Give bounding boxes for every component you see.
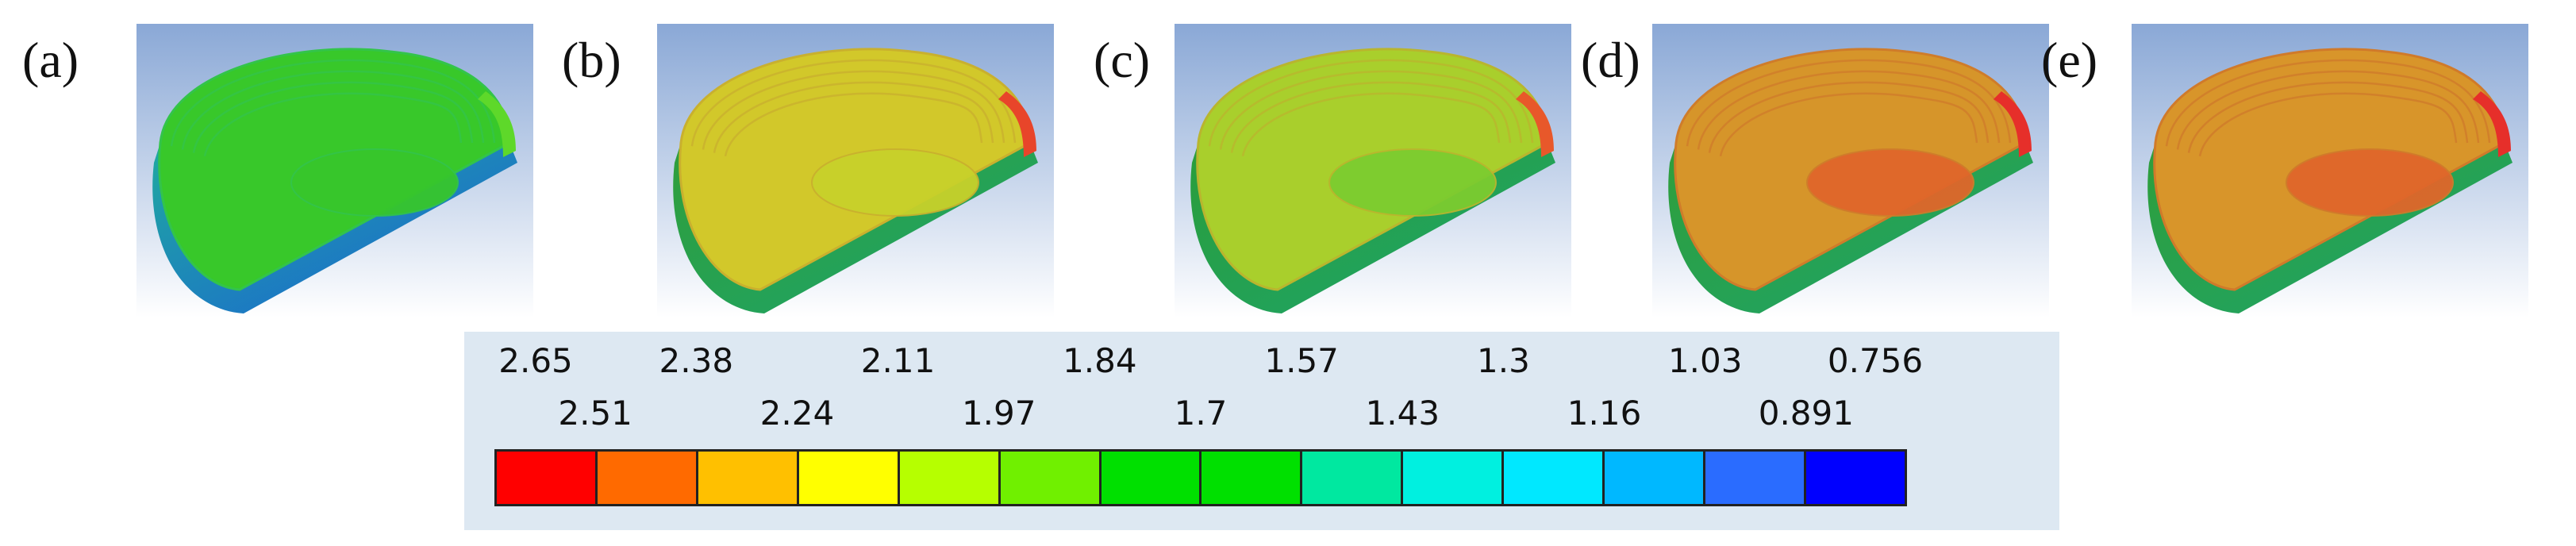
part-side-wall [673, 143, 1038, 313]
surface-groove [1241, 92, 1501, 157]
surface-groove [2176, 70, 2480, 150]
contour-plot [2132, 24, 2528, 317]
panel-label: (a) [22, 32, 79, 88]
center-recess [1806, 148, 1974, 217]
contour-plot [1652, 24, 2049, 317]
surface-groove [2198, 92, 2458, 157]
surface-groove [702, 70, 1005, 150]
part-side-wall [1668, 143, 2033, 313]
panel-label: (b) [562, 32, 621, 88]
surface-groove [1708, 81, 1990, 153]
legend-tick: 1.16 [1567, 394, 1642, 433]
legend-swatch [899, 452, 1001, 504]
edge-hotspot [1516, 91, 1554, 157]
surface-groove [1697, 70, 2001, 150]
legend-swatch [1000, 452, 1102, 504]
part-side-wall [152, 143, 517, 313]
edge-hotspot [478, 91, 516, 157]
legend-swatch [1504, 452, 1605, 504]
surface-groove [1208, 59, 1534, 147]
legend-swatch [1302, 452, 1404, 504]
legend-tick: 2.51 [558, 394, 632, 433]
center-recess [1328, 148, 1497, 217]
legend-tick: 0.891 [1758, 394, 1854, 433]
legend-tick: 1.43 [1365, 394, 1440, 433]
edge-hotspot [1994, 91, 2032, 157]
surface-groove [192, 81, 474, 153]
legend-swatch [1101, 452, 1202, 504]
surface-groove [713, 81, 994, 153]
center-recess [290, 148, 459, 217]
surface-groove [203, 92, 463, 157]
panel-label: (d) [1581, 32, 1640, 88]
surface-groove [181, 70, 485, 150]
contour-panel [1652, 24, 2049, 317]
contour-plot [1175, 24, 1571, 317]
surface-groove [1686, 59, 2012, 147]
legend-tick: 1.3 [1477, 341, 1530, 380]
contour-panel [2132, 24, 2528, 317]
legend-tick: 2.11 [860, 341, 936, 380]
surface-groove [1719, 92, 1978, 157]
legend-swatch [1201, 452, 1303, 504]
panel-label: (c) [1094, 32, 1151, 88]
legend-tick: 1.57 [1264, 341, 1339, 380]
legend-tick: 1.7 [1174, 394, 1228, 433]
contour-panel [1175, 24, 1571, 317]
surface-groove [2187, 81, 2469, 153]
contour-plot [657, 24, 1054, 317]
surface-groove [170, 59, 496, 147]
legend-tick: 1.84 [1063, 341, 1137, 380]
center-recess [2286, 148, 2454, 217]
edge-hotspot [998, 91, 1036, 157]
legend-tick: 2.38 [659, 341, 734, 380]
center-recess [811, 148, 979, 217]
legend-tick: 1.03 [1667, 341, 1743, 380]
legend-swatch [597, 452, 698, 504]
legend-swatch [698, 452, 799, 504]
legend-tick: 1.97 [961, 394, 1036, 433]
panel-label: (e) [2041, 32, 2098, 88]
contour-plot [136, 24, 533, 317]
legend-swatch [798, 452, 900, 504]
colorbar [494, 449, 1907, 506]
legend-tick: 0.756 [1827, 341, 1924, 380]
part-side-wall [2147, 143, 2513, 313]
surface-groove [2165, 59, 2491, 147]
surface-groove [1230, 81, 1512, 153]
contour-panel [657, 24, 1054, 317]
surface-groove [724, 92, 983, 157]
color-legend: 2.65 2.38 2.11 1.84 1.57 1.3 1.03 0.756 2.51 2.2… [464, 332, 2059, 530]
legend-swatch [1605, 452, 1706, 504]
legend-swatch [497, 452, 598, 504]
surface-groove [1219, 70, 1523, 150]
legend-swatch [1705, 452, 1806, 504]
part-side-wall [1190, 143, 1555, 313]
legend-tick: 2.24 [759, 394, 835, 433]
legend-swatch [1805, 452, 1905, 504]
edge-hotspot [2473, 91, 2511, 157]
surface-groove [690, 59, 1017, 147]
legend-swatch [1403, 452, 1505, 504]
legend-tick: 2.65 [498, 341, 573, 380]
contour-panel [136, 24, 533, 317]
